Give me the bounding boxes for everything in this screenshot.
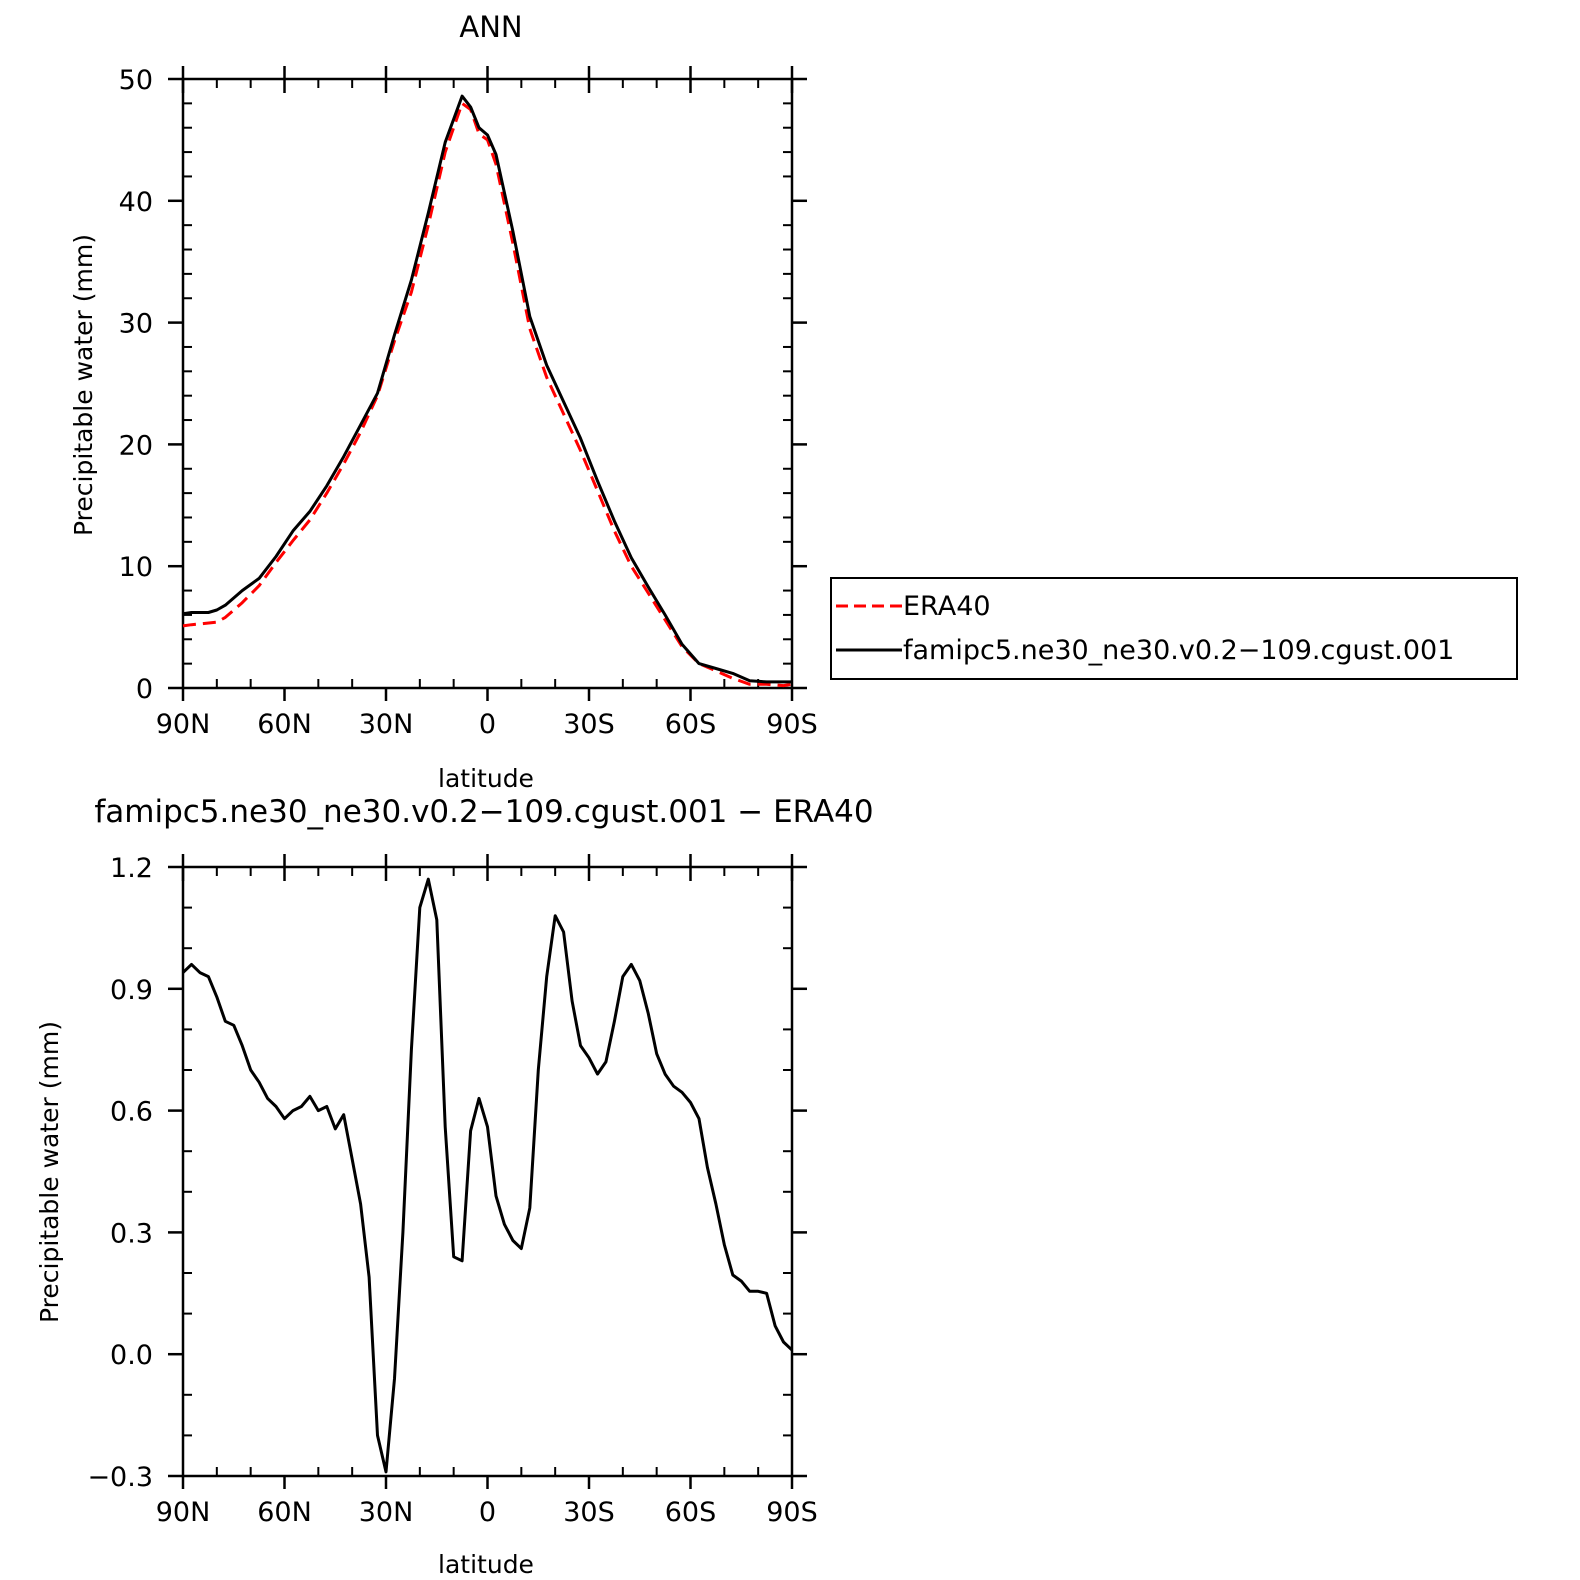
y-tick-label: 0.9 [110, 975, 153, 1006]
chart-bottom-y-axis-label: Precipitable water (mm) [35, 1021, 64, 1323]
y-tick-label: 10 [119, 552, 153, 583]
chart-bottom-y-ticks: −0.3 0.0 0.3 0.6 0.9 1.2 [87, 853, 807, 1493]
x-tick-label: 90S [766, 709, 818, 740]
x-tick-label: 0 [479, 709, 496, 740]
y-tick-label: 0 [136, 674, 153, 705]
chart-bottom-x-ticks: 90N 60N 30N 0 30S 60S 90S [156, 854, 818, 1528]
legend-label-era40: ERA40 [903, 591, 991, 622]
x-tick-label: 60S [665, 1497, 717, 1528]
x-tick-label: 90N [156, 709, 211, 740]
series-line-era40 [182, 101, 793, 688]
x-tick-label: 30S [563, 709, 615, 740]
series-line-difference [181, 877, 794, 1474]
chart-top-y-ticks: 0 10 20 30 40 50 [119, 65, 807, 705]
y-tick-label: 0.3 [110, 1218, 153, 1249]
chart-top-y-axis-label: Precipitable water (mm) [69, 234, 98, 536]
y-tick-label: 40 [119, 187, 153, 218]
x-tick-label: 30N [359, 1497, 414, 1528]
legend-label-model: famipc5.ne30_ne30.v0.2−109.cgust.001 [903, 635, 1454, 666]
x-tick-label: 60N [257, 1497, 312, 1528]
y-tick-label: −0.3 [87, 1462, 153, 1493]
x-tick-label: 90S [766, 1497, 818, 1528]
y-tick-label: 30 [119, 309, 153, 340]
chart-top-series [182, 94, 793, 688]
chart-bottom-x-axis-label: latitude [438, 1550, 534, 1579]
y-tick-label: 0.0 [110, 1340, 153, 1371]
chart-top-minor-ticks [183, 79, 792, 688]
chart-bottom-plot-frame [181, 865, 794, 1478]
chart-bottom-minor-ticks [183, 867, 792, 1476]
x-tick-label: 90N [156, 1497, 211, 1528]
chart-bottom-series [181, 877, 794, 1474]
chart-top-x-axis-label: latitude [438, 764, 534, 793]
x-tick-label: 0 [479, 1497, 496, 1528]
y-tick-label: 20 [119, 430, 153, 461]
chart-bottom-title: famipc5.ne30_ne30.v0.2−109.cgust.001 − E… [94, 794, 873, 830]
x-tick-label: 60S [665, 709, 717, 740]
y-tick-label: 1.2 [110, 853, 153, 884]
chart-legend: ERA40 famipc5.ne30_ne30.v0.2−109.cgust.0… [830, 577, 1518, 680]
chart-top-plot-frame [181, 77, 794, 690]
y-tick-label: 50 [119, 65, 153, 96]
series-line-model [182, 94, 792, 684]
legend-box [830, 577, 1518, 680]
chart-top-panel: ANN 90N 60N 30N 0 30S 60S 90S 0 10 20 30 40 50 lati… [69, 10, 818, 793]
x-tick-label: 30S [563, 1497, 615, 1528]
y-tick-label: 0.6 [110, 1097, 153, 1128]
chart-top-x-ticks: 90N 60N 30N 0 30S 60S 90S [156, 66, 818, 740]
x-tick-label: 60N [257, 709, 312, 740]
x-tick-label: 30N [359, 709, 414, 740]
chart-top-title: ANN [459, 10, 522, 44]
chart-bottom-panel: famipc5.ne30_ne30.v0.2−109.cgust.001 − E… [35, 794, 874, 1579]
